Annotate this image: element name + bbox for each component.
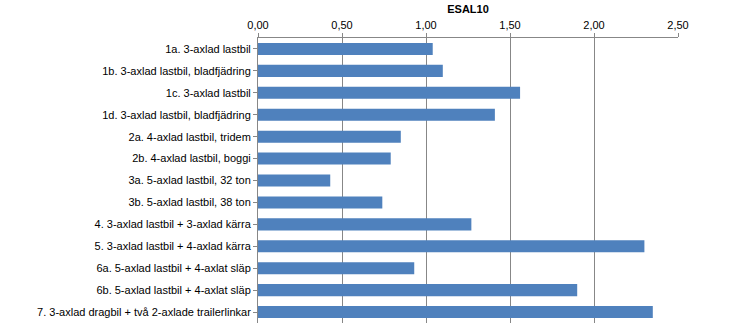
svg-text:2a. 4-axlad lastbil, tridem: 2a. 4-axlad lastbil, tridem	[129, 131, 251, 143]
svg-text:2b. 4-axlad lastbil, boggi: 2b. 4-axlad lastbil, boggi	[132, 152, 251, 164]
svg-text:2,00: 2,00	[583, 19, 604, 31]
svg-text:0,00: 0,00	[247, 19, 268, 31]
svg-text:1b. 3-axlad lastbil, bladfjädr: 1b. 3-axlad lastbil, bladfjädring	[102, 65, 251, 77]
svg-text:2,50: 2,50	[667, 19, 688, 31]
svg-text:1a. 3-axlad lastbil: 1a. 3-axlad lastbil	[165, 43, 251, 55]
svg-text:5. 3-axlad lastbil + 4-axlad k: 5. 3-axlad lastbil + 4-axlad kärra	[95, 240, 252, 252]
svg-text:1c. 3-axlad lastbil: 1c. 3-axlad lastbil	[166, 87, 251, 99]
svg-text:3a. 5-axlad lastbil, 32 ton: 3a. 5-axlad lastbil, 32 ton	[128, 174, 250, 186]
svg-text:4. 3-axlad lastbil + 3-axlad k: 4. 3-axlad lastbil + 3-axlad kärra	[95, 218, 252, 230]
svg-text:0,50: 0,50	[331, 19, 352, 31]
svg-text:3b. 5-axlad lastbil, 38 ton: 3b. 5-axlad lastbil, 38 ton	[128, 196, 250, 208]
svg-text:1,50: 1,50	[499, 19, 520, 31]
svg-text:1d. 3-axlad lastbil, bladfjädr: 1d. 3-axlad lastbil, bladfjädring	[102, 109, 251, 121]
svg-text:7. 3-axlad dragbil + två 2-axl: 7. 3-axlad dragbil + två 2-axlade traile…	[37, 306, 251, 318]
svg-text:1,00: 1,00	[415, 19, 436, 31]
svg-text:ESAL10: ESAL10	[447, 3, 489, 15]
svg-text:6b. 5-axlad lastbil + 4-axlat: 6b. 5-axlad lastbil + 4-axlat släp	[96, 284, 250, 296]
svg-text:6a. 5-axlad lastbil + 4-axlat: 6a. 5-axlad lastbil + 4-axlat släp	[96, 262, 250, 274]
